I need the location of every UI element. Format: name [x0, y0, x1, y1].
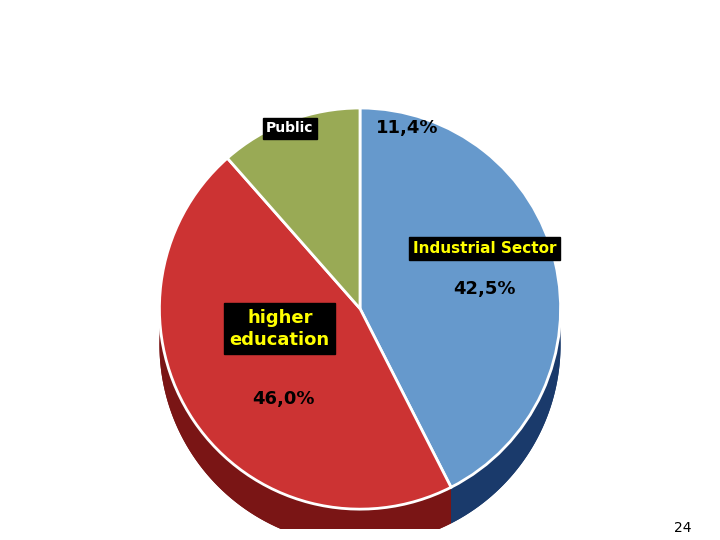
Wedge shape	[159, 158, 451, 509]
Text: 46,0%: 46,0%	[253, 390, 315, 408]
Text: 11,4%: 11,4%	[376, 119, 438, 137]
Text: 24: 24	[674, 521, 691, 535]
Text: Public: Public	[266, 121, 313, 135]
Text: the sectors in Turkey 2010: the sectors in Turkey 2010	[204, 78, 516, 99]
Polygon shape	[228, 144, 360, 345]
Wedge shape	[228, 108, 360, 308]
Polygon shape	[451, 300, 561, 523]
Wedge shape	[360, 108, 561, 487]
Text: higher
education: higher education	[230, 308, 330, 349]
Text: Industrial Sector: Industrial Sector	[413, 241, 556, 256]
Polygon shape	[159, 194, 451, 540]
Polygon shape	[159, 299, 451, 540]
Text: The distribution of R&D Expenditures Among: The distribution of R&D Expenditures Amo…	[94, 35, 626, 55]
Text: 42,5%: 42,5%	[453, 280, 516, 298]
Polygon shape	[360, 144, 561, 523]
